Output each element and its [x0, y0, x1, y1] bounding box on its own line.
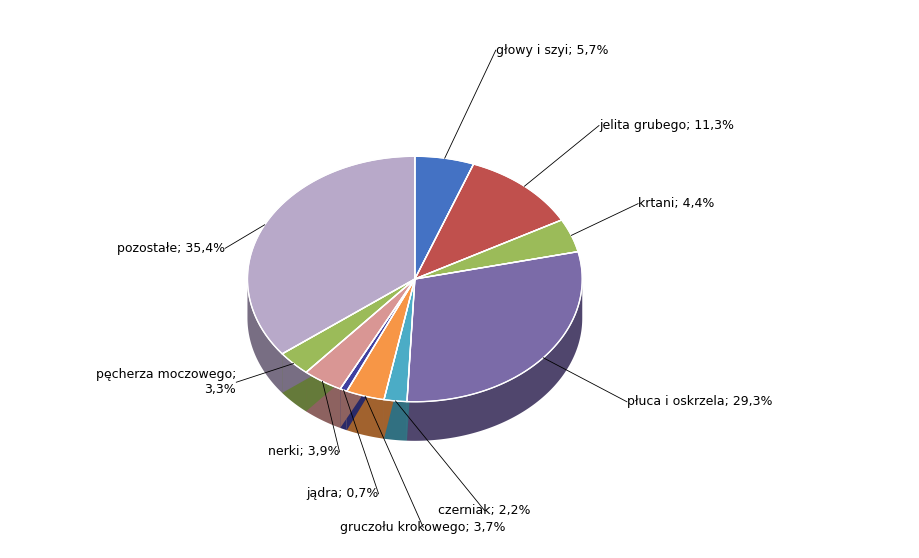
- Polygon shape: [414, 156, 473, 279]
- Polygon shape: [407, 279, 414, 441]
- Polygon shape: [384, 400, 407, 441]
- Polygon shape: [306, 279, 414, 389]
- Polygon shape: [340, 279, 414, 391]
- Text: jądra; 0,7%: jądra; 0,7%: [306, 487, 379, 501]
- Polygon shape: [346, 279, 414, 430]
- Polygon shape: [306, 372, 340, 428]
- Polygon shape: [340, 389, 346, 430]
- Polygon shape: [247, 279, 282, 393]
- Polygon shape: [282, 279, 414, 393]
- Text: głowy i szyi; 5,7%: głowy i szyi; 5,7%: [495, 44, 608, 57]
- Polygon shape: [340, 279, 414, 428]
- Text: jelita grubego; 11,3%: jelita grubego; 11,3%: [599, 119, 734, 132]
- Polygon shape: [407, 279, 414, 441]
- Polygon shape: [247, 156, 414, 354]
- Text: pozostałe; 35,4%: pozostałe; 35,4%: [117, 242, 225, 255]
- Polygon shape: [414, 164, 562, 279]
- Polygon shape: [282, 279, 414, 393]
- Polygon shape: [346, 391, 384, 439]
- Polygon shape: [384, 279, 414, 402]
- Polygon shape: [346, 279, 414, 400]
- Text: czerniak; 2,2%: czerniak; 2,2%: [438, 504, 531, 517]
- Polygon shape: [340, 279, 414, 428]
- Polygon shape: [346, 279, 414, 430]
- Text: gruczołu krokowego; 3,7%: gruczołu krokowego; 3,7%: [340, 521, 506, 534]
- Polygon shape: [306, 279, 414, 411]
- Text: nerki; 3,9%: nerki; 3,9%: [268, 445, 339, 459]
- Text: pęcherza moczowego;
3,3%: pęcherza moczowego; 3,3%: [96, 368, 236, 396]
- Polygon shape: [414, 220, 578, 279]
- Polygon shape: [384, 279, 414, 439]
- Polygon shape: [407, 280, 583, 441]
- Polygon shape: [407, 252, 583, 402]
- Polygon shape: [306, 279, 414, 411]
- Polygon shape: [282, 354, 306, 411]
- Text: krtani; 4,4%: krtani; 4,4%: [638, 197, 714, 210]
- Text: płuca i oskrzela; 29,3%: płuca i oskrzela; 29,3%: [627, 395, 772, 408]
- Polygon shape: [384, 279, 414, 439]
- Polygon shape: [282, 279, 414, 372]
